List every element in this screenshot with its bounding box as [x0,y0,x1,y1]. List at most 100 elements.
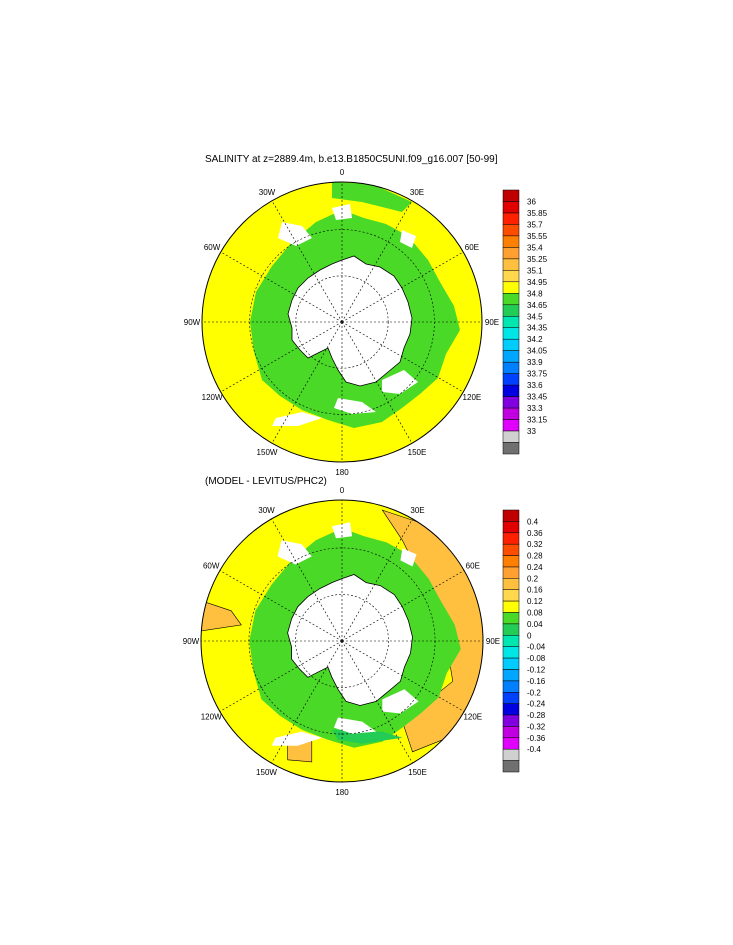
colorbar-label: 34.95 [527,278,548,287]
longitude-label: 30W [259,188,276,197]
colorbar-label: 36 [527,198,536,207]
colorbar-box [502,293,520,306]
colorbar-box [502,669,520,682]
colorbar-box [502,350,520,363]
colorbar-box [502,612,520,625]
top-map-border [201,181,483,463]
colorbar-box [502,442,520,455]
colorbar-box [502,338,520,351]
colorbar-box [502,692,520,704]
no-data-patch [272,412,322,426]
colorbar-label: 0.2 [527,574,539,583]
colorbar-box [502,543,520,556]
colorbar-box [502,703,520,716]
meridian-line [271,518,343,642]
colorbar-label: 33.15 [527,416,548,425]
colorbar-label: 34.05 [527,347,548,356]
no-data-patch [333,717,377,734]
top-panel-title: SALINITY at z=2889.4m, b.e13.B1850C5UNI.… [205,154,498,165]
colorbar-label: 0.12 [527,597,543,606]
no-data-patch [400,548,417,567]
colorbar-box [502,270,520,283]
top-green-band [332,182,412,212]
colorbar-box [502,384,520,397]
longitude-label: 120E [463,713,482,722]
longitude-label: 120E [463,393,482,402]
colorbar-label: 33.3 [527,404,543,413]
meridian-line [341,251,464,323]
meridian-line [341,321,413,444]
colorbar-box [502,657,520,670]
longitude-label: 150W [256,768,277,777]
colorbar-box [502,578,520,590]
colorbar-box [502,396,520,409]
colorbar-box [502,600,520,613]
colorbar-label: -0.24 [527,700,546,709]
colorbar-box [502,566,520,579]
colorbar-label: 34.65 [527,301,548,310]
colorbar-box [502,589,520,602]
colorbar-label: 33.9 [527,358,543,367]
colorbar-box [502,189,520,202]
longitude-label: 150W [257,448,278,457]
colorbar-box [502,635,520,647]
no-data-patch [382,689,419,714]
meridian-line [341,200,413,323]
colorbar-box [502,532,520,545]
longitude-label: 60E [465,243,479,252]
longitude-label: 180 [335,468,349,477]
colorbar-label: 34.2 [527,335,543,344]
colorbar-label: 0.28 [527,552,543,561]
colorbar-label: 0.24 [527,563,543,572]
colorbar-box [502,247,520,260]
meridian-line [341,640,413,764]
colorbar-box [502,224,520,237]
no-data-patch [271,731,322,746]
colorbar-label: -0.08 [527,654,546,663]
colorbar-label: 33 [527,427,536,436]
top-polar-map: 0 30E 60E 90E 120E 150E 180 150W 120W 90W 60W 30W 36… [184,168,548,477]
longitude-label: 30E [410,188,424,197]
colorbar-label: 0.32 [527,540,543,549]
colorbar-label: 35.55 [527,232,548,241]
meridian-line [271,640,343,764]
longitude-label: 60W [203,562,220,571]
colorbar-box [502,304,520,317]
meridian-line [341,640,465,712]
colorbar-label: -0.4 [527,745,541,754]
colorbar-box [502,646,520,659]
bottom-polar-map: 0 30E 60E 90E 120E 150E 180 150W 120W 90W 60W 30W 0.… [183,486,546,797]
colorbar-label: 0.36 [527,529,543,538]
colorbar-label: 34.8 [527,289,543,298]
colorbar-box [502,327,520,340]
colorbar-box [502,281,520,294]
bottom-map-border [200,499,484,783]
colorbar-label: 33.45 [527,393,548,402]
longitude-label: 30E [410,506,424,515]
latitude-circle [295,275,389,369]
colorbar-box [502,407,520,420]
colorbar-label: -0.12 [527,666,546,675]
no-data-patch [331,522,353,539]
colorbar-label: 35.85 [527,209,548,218]
colorbar-label: 35.7 [527,220,543,229]
latitude-circle [295,594,389,688]
meridian-line [341,518,413,642]
colorbar-label: 35.1 [527,266,543,275]
longitude-label: 150E [408,448,427,457]
colorbar-box [502,555,520,568]
no-data-patch [382,370,418,394]
colorbar-label: 34.35 [527,324,548,333]
longitude-label: 150E [408,768,427,777]
longitude-label: 90E [485,318,499,327]
colorbar-box [502,258,520,271]
colorbar-label: -0.36 [527,734,546,743]
colorbar-label: 0.16 [527,586,543,595]
colorbar-box [502,361,520,374]
longitude-label: 120W [201,713,222,722]
colorbar-box [502,521,520,534]
colorbar-box [502,509,520,522]
colorbar-label: 0.08 [527,609,543,618]
colorbar-box [502,748,520,761]
